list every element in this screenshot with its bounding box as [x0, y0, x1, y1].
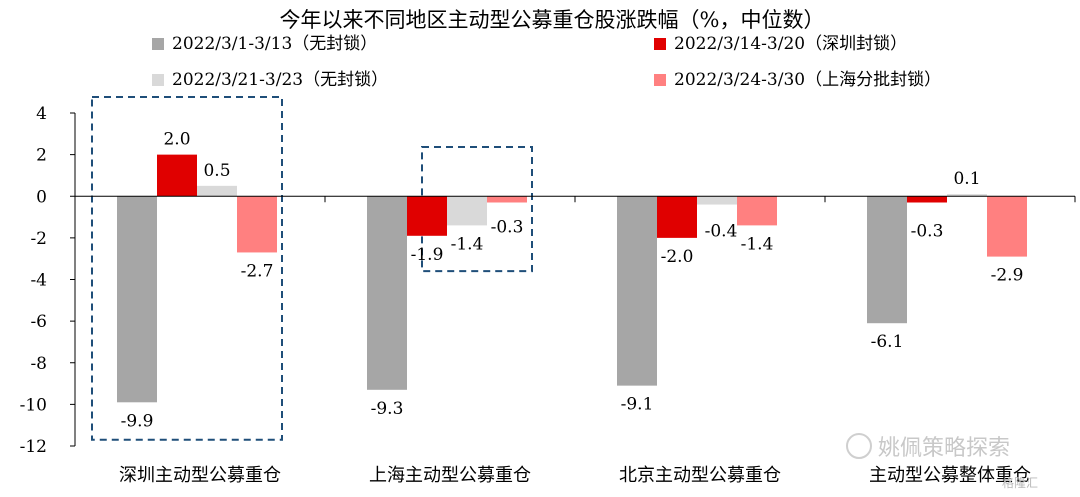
y-tick-label-7: -10 [20, 395, 47, 415]
watermark: 姚佩策略探索 [846, 430, 1010, 462]
y-tick-label-6: -8 [30, 354, 47, 374]
data-label-s3-c2: -1.4 [741, 234, 774, 254]
bar-s0-c3 [867, 196, 907, 324]
chart-title: 今年以来不同地区主动型公募重仓股涨跌幅（%，中位数） [280, 8, 825, 32]
data-label-s2-c0: 0.5 [203, 161, 230, 181]
legend-label-0: 2022/3/1-3/13（无封锁） [172, 34, 377, 54]
bar-s2-c0 [197, 185, 237, 197]
bar-series-group [117, 154, 1027, 403]
data-labels: -9.9-9.3 -9.1-6.12.0-1.9 -2.0-0.30.5-1.4-0… [121, 130, 1024, 432]
y-tick-label-1: 2 [36, 146, 47, 166]
data-label-s2-c2: -0.4 [705, 221, 738, 241]
data-label-s3-c3: -2.9 [991, 266, 1024, 286]
y-tick-label-8: -12 [20, 437, 47, 457]
bar-s0-c2 [617, 196, 657, 386]
x-category-label-1: 上海主动型公募重仓 [369, 465, 531, 486]
bar-s3-c3 [987, 196, 1027, 257]
y-tick-label-3: -2 [30, 229, 47, 249]
data-label-s0-c1: -9.3 [371, 399, 404, 419]
y-tick-label-0: 4 [36, 104, 47, 124]
legend-swatch-2 [152, 74, 164, 86]
y-tick-label-4: -4 [30, 271, 47, 291]
x-category-label-3: 主动型公募整体重仓 [869, 465, 1031, 486]
x-category-label-2: 北京主动型公募重仓 [619, 465, 781, 486]
bar-s2-c2 [697, 196, 737, 205]
wechat-icon [846, 433, 872, 459]
data-label-s0-c3: -6.1 [871, 332, 904, 352]
bar-s3-c2 [737, 196, 777, 226]
data-label-s2-c3: 0.1 [953, 169, 980, 189]
highlight-annotations [91, 96, 533, 441]
bar-s1-c2 [657, 196, 697, 238]
dashed-highlight-box-0 [91, 96, 283, 441]
bar-s0-c1 [367, 196, 407, 390]
data-label-s1-c0: 2.0 [163, 130, 190, 150]
y-tick-label-5: -6 [30, 312, 47, 332]
watermark-text: 姚佩策略探索 [878, 436, 1011, 461]
data-label-s1-c3: -0.3 [911, 221, 944, 241]
legend-label-1: 2022/3/14-3/20（深圳封锁） [674, 34, 907, 54]
data-label-s1-c2: -2.0 [661, 247, 694, 267]
bar-s1-c1 [407, 196, 447, 236]
dashed-highlight-box-1 [421, 145, 533, 273]
bar-s2-c3 [947, 194, 987, 197]
bar-s3-c1 [487, 196, 527, 203]
bar-s0-c0 [117, 196, 157, 403]
legend-swatch-0 [152, 38, 164, 50]
y-axis: 4 2 0 -2 -4 -6 -8 -10 -12 [20, 104, 76, 457]
data-label-s3-c0: -2.7 [241, 261, 274, 281]
legend-swatch-3 [654, 74, 666, 86]
legend-label-3: 2022/3/24-3/30（上海分批封锁） [674, 70, 941, 90]
data-label-s1-c1: -1.9 [411, 245, 444, 265]
bar-s3-c0 [237, 196, 277, 253]
data-label-s3-c1: -0.3 [491, 217, 524, 237]
data-label-s0-c2: -9.1 [621, 395, 654, 415]
data-label-s0-c0: -9.9 [121, 411, 154, 431]
x-axis: 深圳主动型公募重仓 上海主动型公募重仓 北京主动型公募重仓 主动型公募整体重仓 [74, 195, 1076, 486]
bar-s2-c1 [447, 196, 487, 226]
y-tick-label-2: 0 [36, 187, 47, 207]
bar-s1-c0 [157, 154, 197, 197]
bar-s1-c3 [907, 196, 947, 203]
x-category-label-0: 深圳主动型公募重仓 [119, 465, 281, 486]
legend-swatch-1 [654, 38, 666, 50]
chart-legend: 2022/3/1-3/13（无封锁） 2022/3/14-3/20（深圳封锁） 20… [152, 34, 941, 90]
watermark-source: 格隆汇 [1002, 476, 1039, 490]
data-label-s2-c1: -1.4 [451, 234, 484, 254]
legend-label-2: 2022/3/21-3/23（无封锁） [172, 70, 388, 90]
